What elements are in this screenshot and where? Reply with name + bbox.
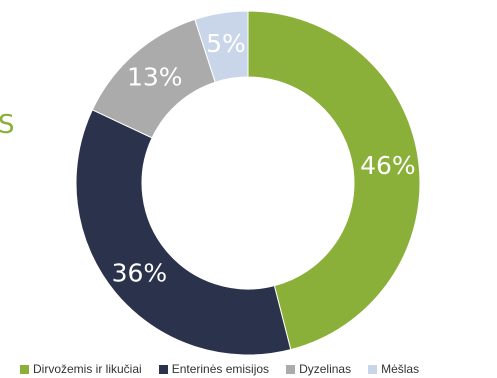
- legend-item-2: Enterinės emisijos: [158, 362, 270, 376]
- donut-slice-4: [194, 10, 249, 83]
- legend-label: Mėšlas: [381, 362, 420, 376]
- slice-value-label-2: 36%: [112, 258, 168, 287]
- legend-swatch: [20, 364, 29, 374]
- legend-label: Enterinės emisijos: [171, 362, 270, 376]
- cropped-text-fragment: S: [0, 110, 15, 140]
- legend-swatch: [286, 364, 296, 374]
- legend-label: Dirvožemis ir likučiai: [33, 362, 142, 376]
- slice-value-label-4: 5%: [206, 29, 246, 58]
- donut-slice-1: [247, 10, 421, 351]
- donut-slice-2: [75, 109, 292, 356]
- legend-item-3: Dyzelinas: [286, 362, 351, 376]
- legend-swatch: [368, 364, 378, 374]
- legend-label: Dyzelinas: [299, 362, 352, 376]
- chart-legend: Dirvožemis ir likučiai Enterinės emisijos…: [20, 362, 419, 376]
- slice-value-label-1: 46%: [360, 151, 416, 180]
- legend-item-1: Dirvožemis ir likučiai: [20, 362, 142, 376]
- legend-swatch: [158, 364, 168, 374]
- legend-item-4: Mėšlas: [368, 362, 419, 376]
- slice-value-label-3: 13%: [127, 63, 183, 92]
